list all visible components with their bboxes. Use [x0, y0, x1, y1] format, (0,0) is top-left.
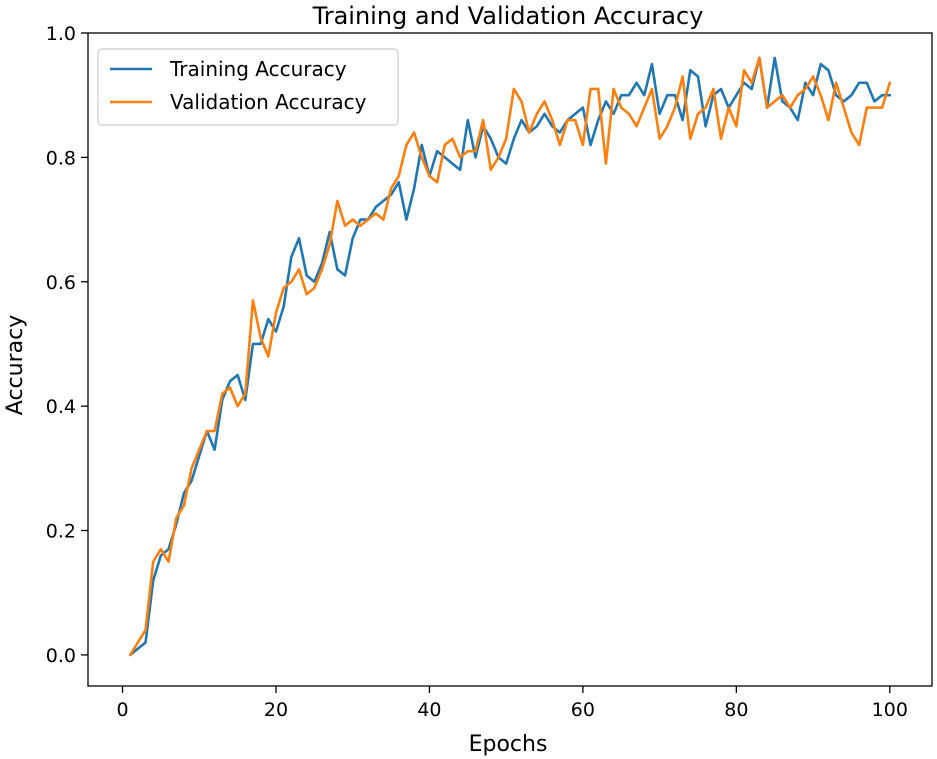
y-tick-label: 1.0 [46, 23, 76, 45]
x-tick-label: 60 [571, 699, 595, 721]
x-tick-label: 20 [264, 699, 288, 721]
x-axis-label: Epochs [469, 732, 548, 757]
x-tick-label: 40 [417, 699, 441, 721]
x-tick-label: 100 [872, 699, 908, 721]
legend-label-training: Training Accuracy [169, 57, 347, 81]
y-tick-label: 0.8 [46, 147, 76, 169]
series-line-validation-accuracy [128, 56, 892, 657]
y-tick-label: 0.4 [46, 396, 76, 418]
chart-title: Training and Validation Accuracy [312, 2, 704, 30]
x-tick-label: 0 [116, 699, 128, 721]
y-tick-label: 0.2 [46, 521, 76, 543]
plot-frame [87, 32, 933, 687]
legend-box [97, 48, 399, 126]
x-tick-label: 80 [724, 699, 748, 721]
legend-label-validation: Validation Accuracy [170, 90, 367, 114]
y-axis-label: Accuracy [3, 315, 28, 415]
plot-area: 0 20 40 60 80 100 0.0 0.2 0.4 0.6 0.8 1.0 Training A… [46, 23, 933, 721]
y-tick-label: 0.0 [46, 645, 76, 667]
y-tick-label: 0.6 [46, 272, 76, 294]
